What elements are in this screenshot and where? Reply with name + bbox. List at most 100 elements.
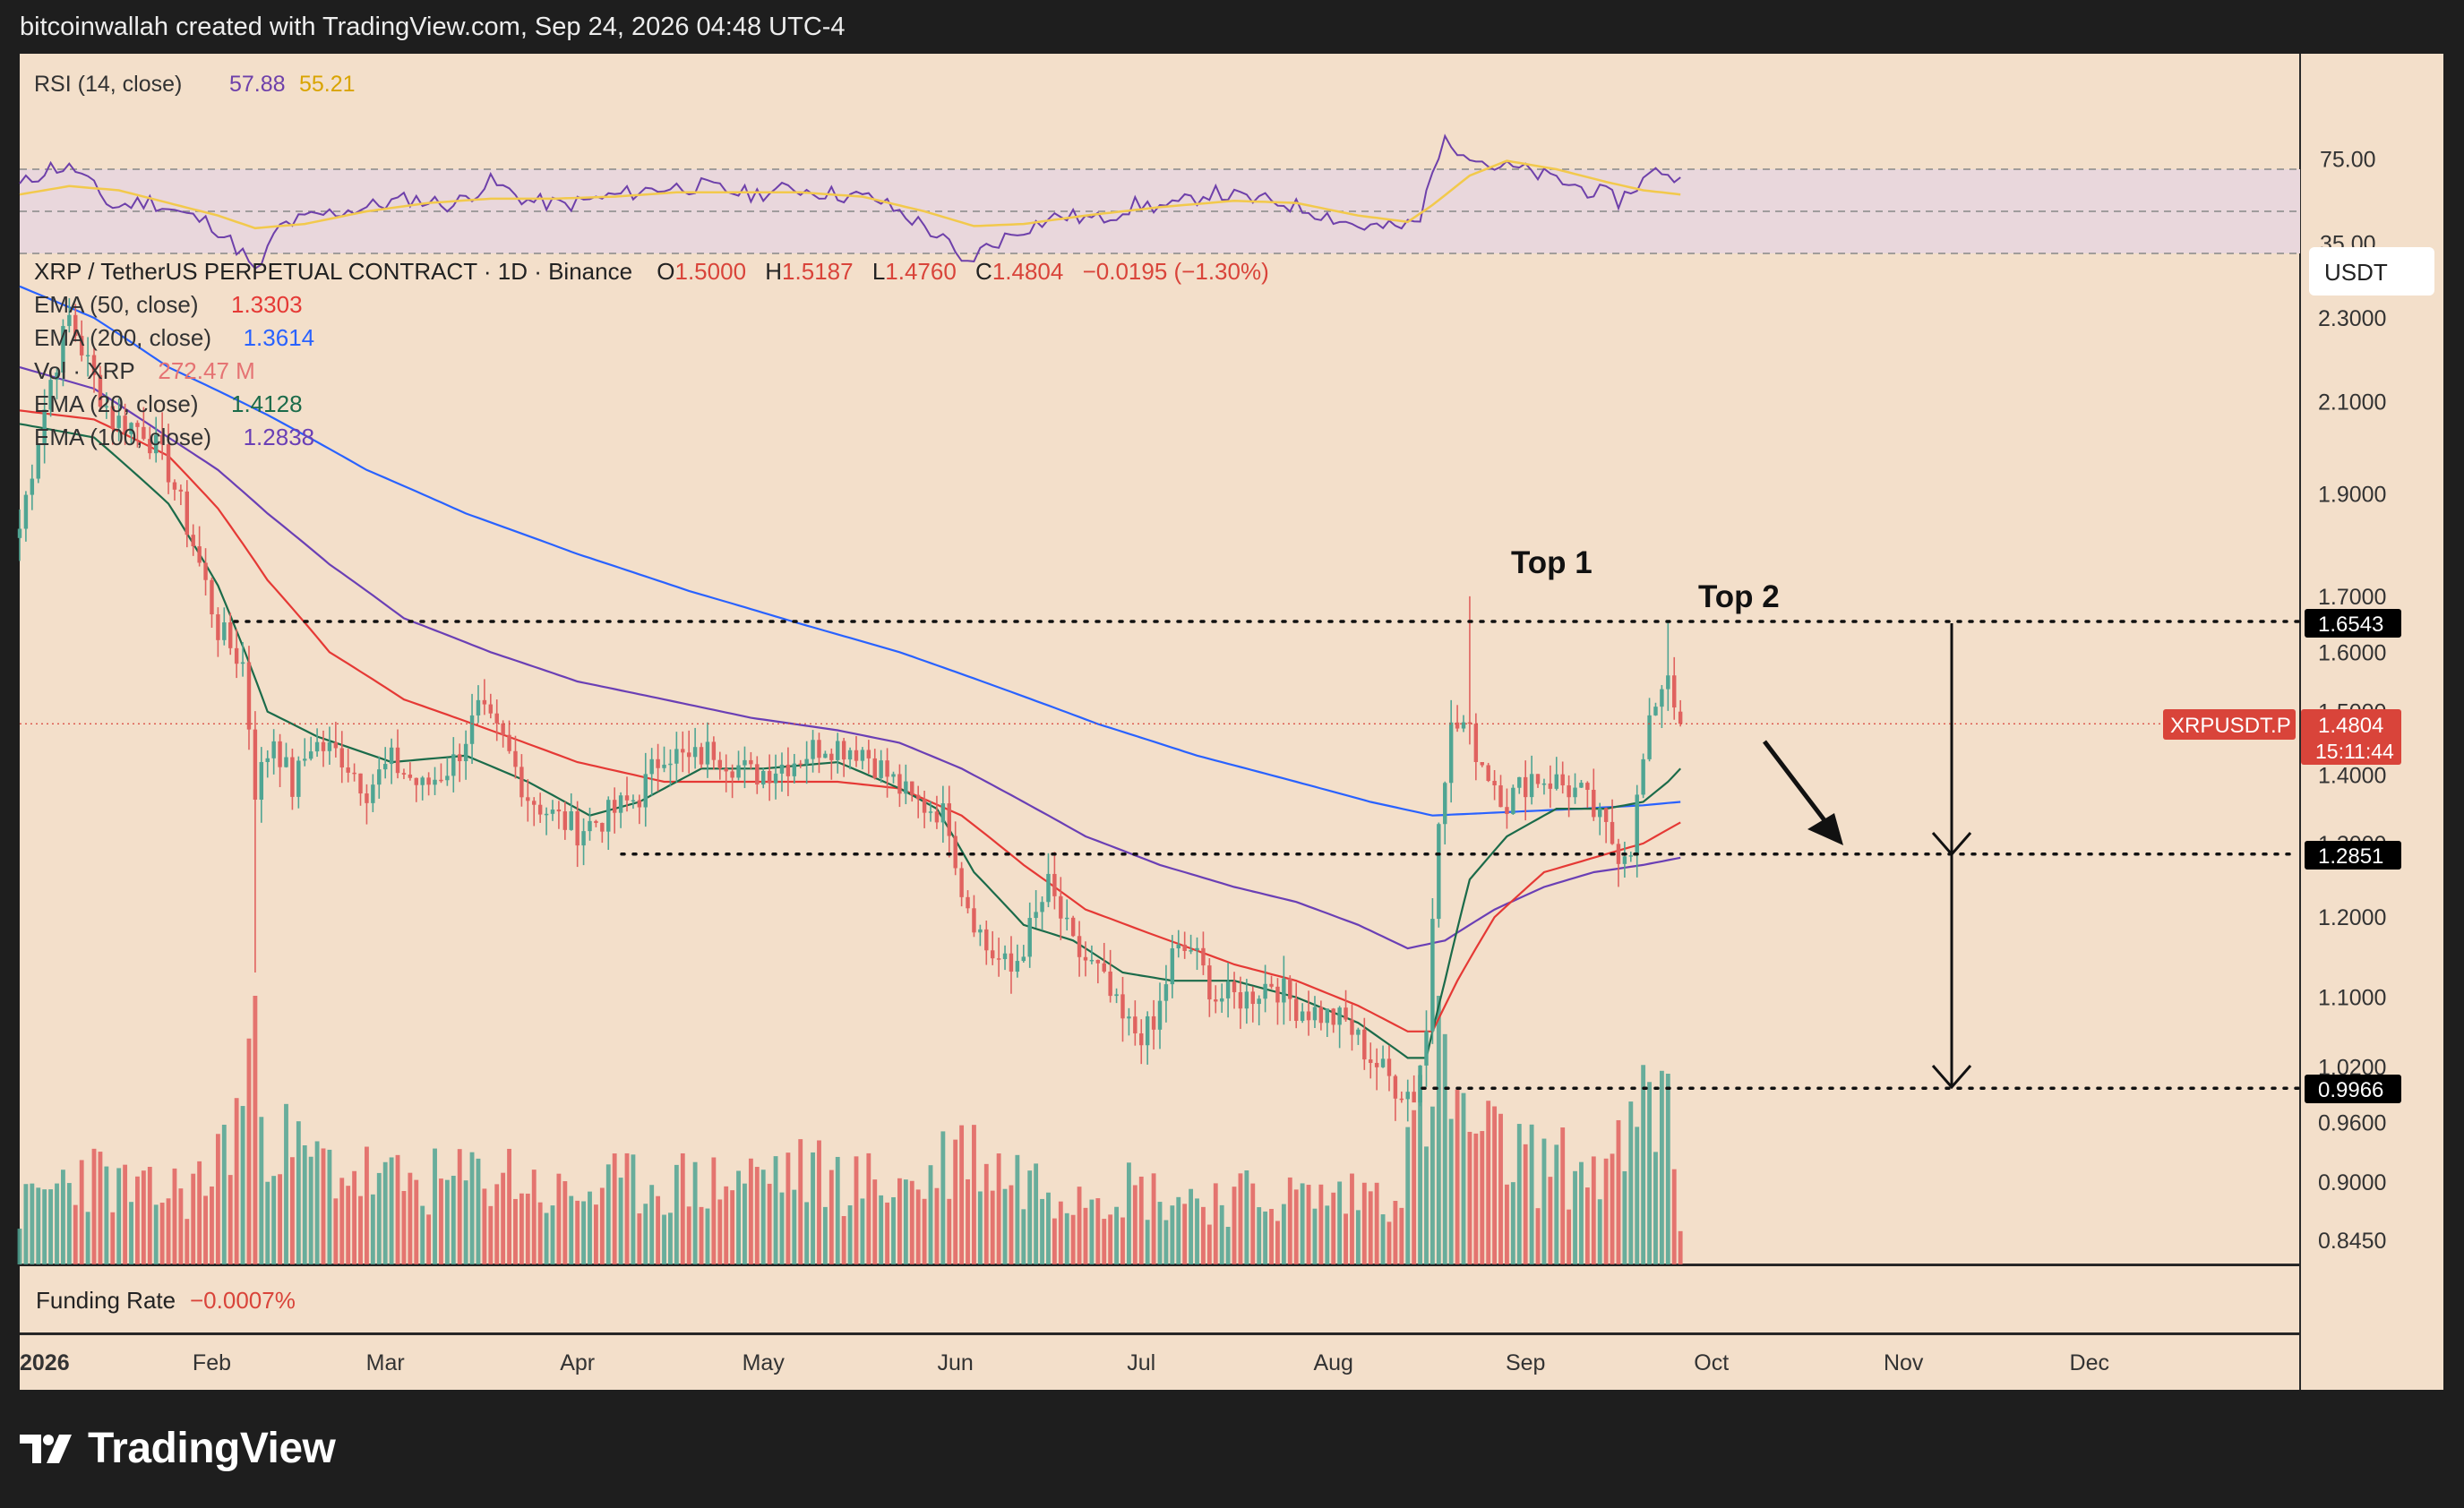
volume-bar <box>1195 1198 1199 1264</box>
ema-200-line <box>19 285 1681 817</box>
volume-bar <box>730 1190 735 1264</box>
volume-bar <box>513 1198 518 1264</box>
funding-panel[interactable] <box>20 1266 2300 1332</box>
candle-body <box>637 800 642 808</box>
volume-bar <box>1628 1101 1634 1264</box>
candle-body <box>303 758 307 761</box>
candle-body <box>879 760 883 778</box>
candle-body <box>1293 998 1299 1021</box>
price-tick-label: 0.8450 <box>2318 1229 2386 1254</box>
legend-label: EMA (20, close) <box>34 390 199 417</box>
volume-bar <box>1429 1106 1435 1264</box>
candlesticks <box>17 297 1683 1122</box>
symbol-tag-label: XRPUSDT.P <box>2170 714 2291 738</box>
volume-bar <box>321 1148 326 1264</box>
candle-body <box>681 749 685 753</box>
volume-bar <box>246 1038 252 1264</box>
volume-bar <box>79 1160 84 1264</box>
candle-body <box>705 741 710 765</box>
candle-body <box>1089 959 1095 962</box>
ohlc-high: 1.5187 <box>782 258 854 285</box>
volume-bar <box>1418 1075 1422 1264</box>
volume-bar <box>959 1125 965 1264</box>
candle-body <box>1257 998 1261 1005</box>
volume-bar <box>1567 1209 1572 1264</box>
candle-body <box>674 749 679 764</box>
price-tick-label: 1.9000 <box>2318 483 2386 508</box>
volume-bar <box>327 1149 332 1264</box>
candle-body <box>1473 724 1479 763</box>
volume-bar <box>692 1161 698 1264</box>
volume-bar <box>1331 1192 1336 1264</box>
ohlc-change: −0.0195 (−1.30%) <box>1083 258 1269 285</box>
volume-bar <box>966 1178 970 1264</box>
candle-body <box>1288 978 1292 999</box>
volume-bar <box>903 1179 908 1264</box>
volume-bar <box>278 1174 282 1264</box>
volume-bar <box>1312 1208 1318 1264</box>
candle-body <box>1666 675 1670 690</box>
candle-body <box>61 326 65 373</box>
candle-body <box>730 771 734 778</box>
candle-body <box>1579 783 1584 788</box>
volume-bar <box>686 1206 691 1264</box>
candle-body <box>457 754 462 762</box>
candle-body <box>210 579 214 615</box>
ema-100-line <box>19 366 1681 950</box>
volume-bar <box>866 1152 871 1264</box>
volume-bar <box>1064 1212 1069 1264</box>
volume-bar <box>1206 1224 1212 1264</box>
volume-bar <box>1151 1173 1156 1264</box>
currency-box[interactable] <box>2309 247 2434 296</box>
tradingview-logo[interactable]: TradingView <box>20 1424 336 1473</box>
volume-bar <box>643 1204 648 1264</box>
volume-bar <box>637 1213 642 1264</box>
candle-body <box>1369 1059 1373 1063</box>
symbol-tag <box>2163 709 2296 740</box>
candle-body <box>278 741 282 767</box>
candle-body <box>1238 992 1243 1009</box>
candle-body <box>1275 986 1280 1003</box>
candle-body <box>1350 1019 1354 1035</box>
candle-body <box>1052 873 1057 896</box>
candle-body <box>104 406 109 408</box>
candle-body <box>1548 783 1553 789</box>
candle-body <box>1448 722 1454 784</box>
level-tag-top <box>2305 609 2401 638</box>
candle-body <box>110 406 115 428</box>
volume-bar <box>717 1199 723 1264</box>
time-axis-panel[interactable] <box>20 1334 2300 1390</box>
candle-body <box>1083 956 1088 961</box>
volume-bar <box>575 1200 580 1264</box>
volume-bar <box>1436 996 1441 1264</box>
candle-body <box>606 800 611 832</box>
ohlc-l-label: L <box>872 258 885 285</box>
symbol-title-text: XRP / TetherUS PERPETUAL CONTRACT · 1D ·… <box>34 258 632 285</box>
legend-label: Vol · XRP <box>34 357 135 384</box>
rsi-line <box>19 133 1681 270</box>
candle-body <box>308 751 313 759</box>
price-panel[interactable] <box>20 240 2300 1264</box>
candle-body <box>556 810 562 812</box>
volume-bar <box>934 1187 940 1264</box>
candle-body <box>339 748 344 768</box>
candle-body <box>284 757 288 767</box>
candle-body <box>433 779 437 785</box>
volume-bar <box>1058 1201 1063 1264</box>
candle-body <box>17 528 22 538</box>
annotation-top-1: Top 1 <box>1511 545 1593 580</box>
candle-body <box>1437 824 1441 920</box>
volume-bar <box>1355 1210 1361 1264</box>
volume-bar <box>605 1164 611 1264</box>
level-tag-bottom-label: 0.9966 <box>2318 1078 2383 1102</box>
volume-bar <box>599 1187 605 1264</box>
volume-bar <box>879 1195 884 1264</box>
rsi-ma-line <box>19 159 1681 230</box>
candle-body <box>1027 918 1032 957</box>
volume-bar <box>1095 1198 1101 1264</box>
volume-bar <box>1505 1184 1509 1264</box>
volume-bar <box>668 1212 673 1264</box>
candle-body <box>358 773 363 794</box>
price-tick-label: 2.1000 <box>2318 390 2386 416</box>
